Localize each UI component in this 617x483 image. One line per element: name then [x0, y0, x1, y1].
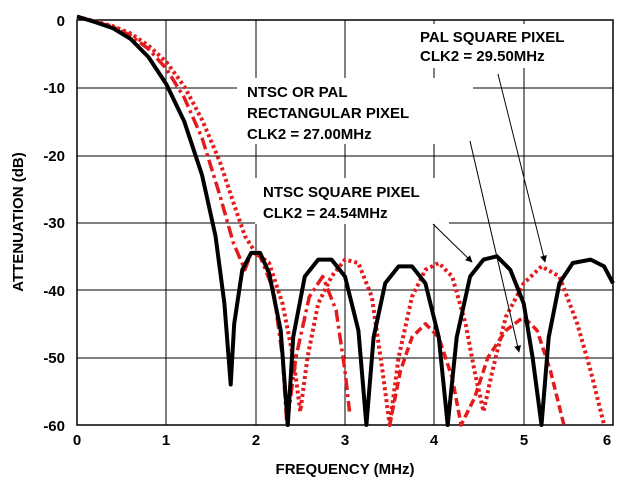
annotation-ntsc-square: NTSC SQUARE PIXEL CLK2 = 24.54MHz: [255, 178, 449, 224]
x-tick-label: 0: [73, 432, 81, 449]
y-tick-label: -10: [43, 80, 65, 97]
y-tick-label: -20: [43, 148, 65, 165]
arrow-ntsc-square: [432, 223, 473, 263]
x-axis-label: FREQUENCY (MHz): [276, 461, 415, 478]
x-tick-labels: 0 1 2 3 4 5 6: [73, 432, 611, 449]
y-tick-label: -50: [43, 350, 65, 367]
annotation-rectangular: NTSC OR PAL RECTANGULAR PIXEL CLK2 = 27.…: [237, 78, 473, 144]
y-axis-label: ATTENUATION (dB): [10, 152, 27, 291]
series-line-dotted: [76, 14, 607, 427]
x-tick-label: 2: [252, 432, 260, 449]
arrow-rectangular: [469, 140, 521, 353]
annotation-arrows: [432, 73, 547, 353]
annotation-line: PAL SQUARE PIXEL: [420, 29, 564, 46]
x-tick-label: 4: [430, 432, 439, 449]
annotation-line: NTSC OR PAL: [247, 84, 348, 101]
series-layer: [76, 14, 615, 427]
annotation-pal-square: PAL SQUARE PIXEL CLK2 = 29.50MHz: [412, 24, 608, 68]
annotation-line: NTSC SQUARE PIXEL: [263, 184, 420, 201]
annotation-line: CLK2 = 24.54MHz: [263, 205, 388, 222]
annotation-line: CLK2 = 29.50MHz: [420, 48, 545, 65]
y-tick-label: -40: [43, 283, 65, 300]
series-line-dashed: [387, 315, 566, 427]
y-tick-label: 0: [57, 13, 65, 30]
plot-frame: [76, 19, 614, 426]
x-tick-label: 1: [162, 432, 170, 449]
series-line-solid: [76, 14, 615, 427]
x-tick-label: 6: [603, 432, 611, 449]
y-tick-label: -30: [43, 215, 65, 232]
x-tick-label: 3: [341, 432, 349, 449]
annotation-line: RECTANGULAR PIXEL: [247, 105, 409, 122]
y-tick-label: -60: [43, 418, 65, 435]
annotation-line: CLK2 = 27.00MHz: [247, 126, 372, 143]
arrow-pal-square: [497, 73, 547, 263]
x-tick-label: 5: [520, 432, 528, 449]
y-tick-labels: 0 -10 -20 -30 -40 -50 -60: [43, 13, 65, 435]
